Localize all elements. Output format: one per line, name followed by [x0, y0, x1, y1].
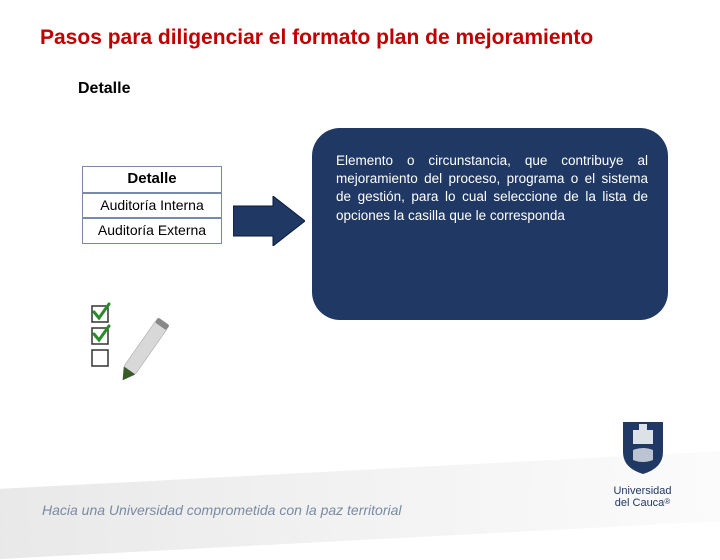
description-callout: Elemento o circunstancia, que contribuye… [312, 128, 668, 320]
table-row: Auditoría Interna [82, 193, 222, 219]
table-header: Detalle [82, 166, 222, 193]
university-logo: Universidad del Cauca® [595, 418, 690, 510]
callout-text: Elemento o circunstancia, que contribuye… [336, 152, 648, 225]
checklist-icon [84, 300, 184, 388]
logo-text-line2: del Cauca® [595, 497, 690, 510]
detail-table: Detalle Auditoría Interna Auditoría Exte… [82, 166, 222, 244]
section-subtitle: Detalle [78, 80, 130, 98]
table-row: Auditoría Externa [82, 218, 222, 244]
footer-tagline: Hacia una Universidad comprometida con l… [42, 502, 402, 518]
page-title: Pasos para diligenciar el formato plan d… [40, 26, 593, 50]
shield-icon [619, 418, 667, 476]
arrow-right-icon [233, 196, 305, 246]
logo-text-line1: Universidad [595, 485, 690, 498]
